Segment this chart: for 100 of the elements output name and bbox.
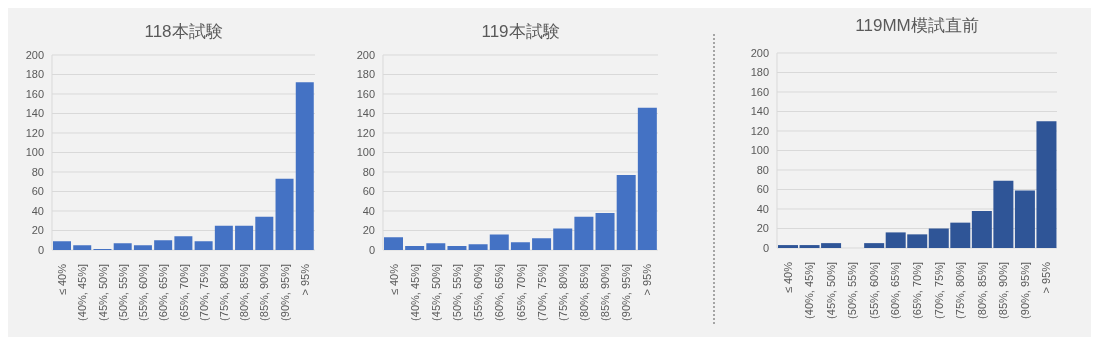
chart-title: 119本試験	[480, 21, 561, 43]
bar	[214, 225, 233, 250]
y-tick-label: 140	[356, 107, 375, 120]
y-tick-label: 20	[362, 224, 375, 237]
y-tick-label: 100	[25, 146, 44, 159]
x-tick-label: (90%, 95%]	[278, 264, 291, 321]
x-tick-label: (70%, 75%]	[197, 264, 210, 321]
y-tick-label: 60	[362, 185, 375, 198]
y-tick-label: 60	[31, 185, 44, 198]
y-tick-label: 40	[362, 204, 375, 217]
bar	[235, 225, 254, 250]
chart-title: 118本試験	[143, 21, 224, 43]
x-tick-label: (80%, 85%]	[975, 262, 988, 319]
y-tick-label: 180	[25, 68, 44, 81]
y-tick-label: 120	[750, 124, 769, 137]
bar	[595, 212, 615, 250]
x-tick-label: (90%, 95%]	[620, 264, 633, 321]
y-tick-label: 40	[756, 202, 769, 215]
x-tick-label: (55%, 60%]	[867, 262, 880, 319]
bar	[637, 107, 657, 250]
x-tick-label: (55%, 60%]	[472, 264, 485, 321]
x-tick-label: (65%, 70%]	[177, 264, 190, 321]
x-tick-label: (40%, 45%]	[803, 262, 816, 319]
bar	[426, 243, 446, 250]
y-tick-label: 0	[368, 243, 375, 256]
x-tick-label: (85%, 90%]	[997, 262, 1010, 319]
bar	[154, 240, 173, 250]
x-tick-label: (85%, 90%]	[599, 264, 612, 321]
x-tick-label: (50%, 55%]	[451, 264, 464, 321]
x-tick-label: (60%, 65%]	[157, 264, 170, 321]
x-tick-label: (40%, 45%]	[408, 264, 421, 321]
y-tick-label: 80	[362, 165, 375, 178]
bar	[510, 242, 530, 250]
x-tick-label: (70%, 75%]	[535, 264, 548, 321]
x-tick-label: (45%, 50%]	[824, 262, 837, 319]
bar	[532, 238, 552, 250]
bar	[73, 245, 92, 250]
y-tick-label: 160	[750, 85, 769, 98]
y-tick-label: 20	[31, 224, 44, 237]
bar	[553, 228, 573, 250]
x-tick-label: (45%, 50%]	[96, 264, 109, 321]
x-tick-label: (55%, 60%]	[137, 264, 150, 321]
x-tick-label: (65%, 70%]	[514, 264, 527, 321]
bar	[275, 178, 294, 250]
y-tick-label: 60	[756, 183, 769, 196]
bar	[574, 216, 594, 250]
bar	[255, 216, 274, 250]
y-tick-label: 120	[356, 126, 375, 139]
x-tick-label: (85%, 90%]	[258, 264, 271, 321]
bar	[864, 243, 885, 248]
bar	[133, 245, 152, 250]
y-tick-label: 180	[750, 66, 769, 79]
x-tick-label: (80%, 85%]	[238, 264, 251, 321]
y-tick-label: 140	[750, 105, 769, 118]
x-tick-label: (90%, 95%]	[1018, 262, 1031, 319]
x-tick-label: > 95%	[1040, 261, 1053, 294]
y-tick-label: 180	[356, 68, 375, 81]
x-tick-label: (45%, 50%]	[429, 264, 442, 321]
bar	[616, 174, 636, 250]
x-tick-label: (50%, 55%]	[846, 262, 859, 319]
bar	[447, 246, 467, 250]
x-tick-label: (50%, 55%]	[116, 264, 129, 321]
y-tick-label: 100	[356, 146, 375, 159]
x-tick-label: (80%, 85%]	[577, 264, 590, 321]
x-tick-label: (75%, 80%]	[217, 264, 230, 321]
y-tick-label: 160	[356, 87, 375, 100]
x-tick-label: > 95%	[641, 263, 654, 296]
y-tick-label: 120	[25, 126, 44, 139]
bar	[295, 82, 314, 250]
x-tick-label: (75%, 80%]	[556, 264, 569, 321]
bar	[489, 234, 509, 250]
x-tick-label: ≤ 40%	[56, 263, 69, 296]
y-tick-label: 140	[25, 107, 44, 120]
x-tick-label: (70%, 75%]	[932, 262, 945, 319]
bar	[53, 241, 71, 250]
x-tick-label: (60%, 65%]	[493, 264, 506, 321]
x-tick-label: (75%, 80%]	[954, 262, 967, 319]
bar	[174, 236, 193, 250]
y-tick-label: 100	[750, 144, 769, 157]
x-tick-label: (65%, 70%]	[911, 262, 923, 319]
y-tick-label: 200	[25, 48, 44, 61]
y-tick-label: 200	[750, 46, 769, 59]
bar	[113, 243, 132, 250]
bar	[405, 246, 425, 250]
x-tick-label: (40%, 45%]	[76, 264, 89, 321]
x-tick-label: > 95%	[298, 263, 311, 296]
bar	[384, 237, 403, 250]
bar	[194, 241, 213, 250]
y-tick-label: 0	[37, 243, 44, 256]
y-tick-label: 200	[356, 48, 375, 61]
x-tick-label: ≤ 40%	[387, 263, 400, 296]
y-tick-label: 80	[756, 163, 769, 176]
y-tick-label: 20	[756, 222, 769, 235]
y-tick-label: 40	[31, 204, 44, 217]
x-tick-label: (60%, 65%]	[889, 262, 902, 319]
bar	[778, 245, 798, 248]
y-tick-label: 0	[762, 241, 769, 254]
x-tick-label: ≤ 40%	[781, 261, 794, 294]
y-tick-label: 80	[31, 165, 44, 178]
y-tick-label: 160	[25, 87, 44, 100]
